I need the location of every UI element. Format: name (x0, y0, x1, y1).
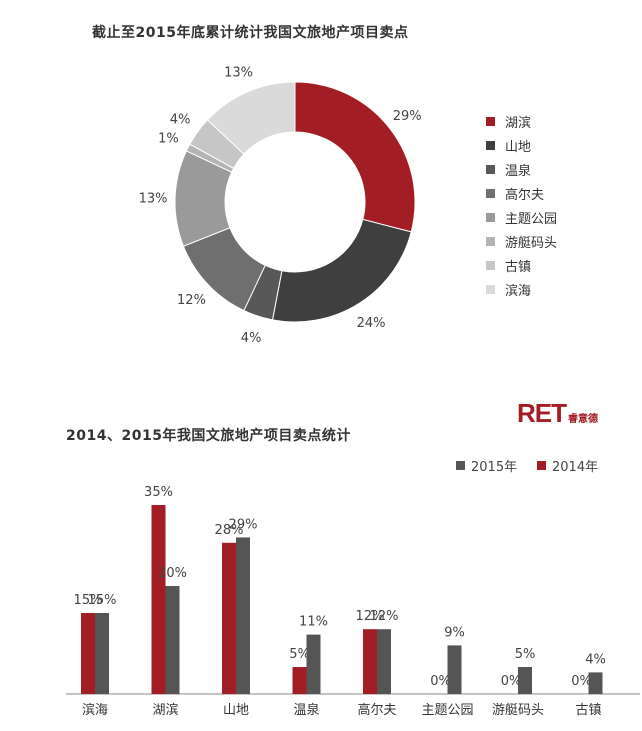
x-tick-label: 高尔夫 (357, 702, 396, 718)
donut-legend-item-2: 山地 (486, 136, 532, 155)
donut-legend-label: 古镇 (505, 259, 532, 275)
donut-legend-item-8: 滨海 (486, 280, 532, 299)
donut-legend-label: 湖滨 (505, 115, 532, 131)
donut-value-label-8: 13% (224, 66, 253, 81)
bar-data-label: 12% (356, 609, 385, 624)
bar-2015-7 (518, 667, 532, 694)
donut-legend-label: 游艇码头 (505, 235, 558, 251)
bar-2014-5 (363, 629, 377, 694)
bar-2015-5 (377, 629, 391, 694)
bar-2015-3 (236, 537, 250, 694)
bar-legend-item-2014: 2014年 (537, 456, 598, 475)
x-tick-label: 主题公园 (421, 703, 473, 718)
donut-legend-item-7: 古镇 (486, 256, 532, 275)
bar-2014-2 (151, 505, 166, 694)
bar-legend-swatch-2015 (456, 461, 465, 470)
donut-slice-8 (206, 81, 296, 155)
x-tick-label: 山地 (223, 703, 249, 718)
bar-2015-8 (588, 672, 603, 694)
donut-chart-title: 截止至2015年底累计统计我国文旅地产项目卖点 (92, 25, 409, 41)
donut-legend-swatch (486, 116, 495, 126)
bar-chart-title: 2014、2015年我国文旅地产项目卖点统计 (66, 428, 351, 444)
donut-legend-label: 滨海 (505, 283, 532, 299)
bar-legend-swatch-2014 (537, 461, 546, 470)
bar-2015-2 (165, 586, 180, 694)
x-tick-label: 湖滨 (152, 702, 178, 718)
donut-legend-label: 高尔夫 (505, 187, 545, 203)
x-tick-label: 温泉 (293, 702, 319, 718)
bar-data-label: 28% (215, 523, 244, 538)
donut-legend-label: 温泉 (505, 163, 532, 179)
x-tick-label: 滨海 (82, 702, 108, 718)
donut-legend-swatch (486, 260, 495, 270)
bar-data-label: 9% (444, 625, 465, 640)
x-tick-label: 游艇码头 (492, 703, 544, 718)
bar-data-label: 29% (229, 517, 258, 532)
donut-legend-swatch (486, 236, 495, 246)
donut-legend-swatch (486, 212, 495, 222)
donut-legend-label: 主题公园 (505, 211, 558, 227)
donut-legend-item-3: 温泉 (486, 160, 532, 179)
donut-value-label-6: 1% (158, 132, 179, 147)
bar-2015-1 (95, 613, 109, 694)
bar-2015-6 (447, 645, 462, 694)
donut-legend-swatch (486, 188, 495, 198)
bar-2014-4 (292, 667, 307, 694)
donut-legend-item-1: 湖滨 (486, 112, 532, 131)
bar-data-label: 20% (158, 566, 187, 581)
bar-2014-3 (222, 542, 236, 694)
donut-value-label-1: 29% (393, 109, 422, 124)
bar-2015-4 (306, 634, 321, 694)
logo-mark: RET (517, 398, 567, 428)
donut-legend-swatch (486, 140, 495, 150)
bar-legend-item-2015: 2015年 (456, 456, 517, 475)
bar-data-label: 0% (430, 674, 451, 689)
donut-value-label-4: 12% (177, 293, 206, 308)
bar-2014-1 (81, 613, 95, 694)
ret-logo: RET 睿意德 (517, 398, 598, 429)
donut-slice-1 (294, 81, 416, 233)
bar-data-label: 12% (370, 609, 399, 624)
donut-value-label-3: 4% (241, 331, 262, 346)
donut-value-label-5: 13% (139, 192, 168, 207)
donut-legend-swatch (486, 284, 495, 294)
donut-legend-label: 山地 (505, 139, 532, 155)
donut-legend-swatch (486, 164, 495, 174)
bar-data-label: 11% (299, 615, 328, 630)
donut-legend-item-4: 高尔夫 (486, 184, 545, 203)
bar-data-label: 15% (88, 593, 117, 608)
donut-value-label-7: 4% (170, 113, 191, 128)
bar-legend-label-2014: 2014年 (552, 460, 599, 475)
bar-data-label: 0% (501, 674, 522, 689)
bar-data-label: 35% (144, 485, 173, 500)
bar-data-label: 0% (571, 674, 592, 689)
donut-legend-item-6: 游艇码头 (486, 232, 558, 251)
donut-legend-item-5: 主题公园 (486, 208, 558, 227)
bar-data-label: 5% (515, 647, 536, 662)
x-tick-label: 古镇 (575, 703, 601, 718)
bar-data-label: 4% (585, 652, 606, 667)
donut-value-label-2: 24% (357, 316, 386, 331)
bar-data-label: 15% (74, 593, 103, 608)
bar-data-label: 5% (289, 647, 310, 662)
bar-legend-label-2015: 2015年 (471, 460, 518, 475)
logo-sub: 睿意德 (568, 414, 598, 425)
